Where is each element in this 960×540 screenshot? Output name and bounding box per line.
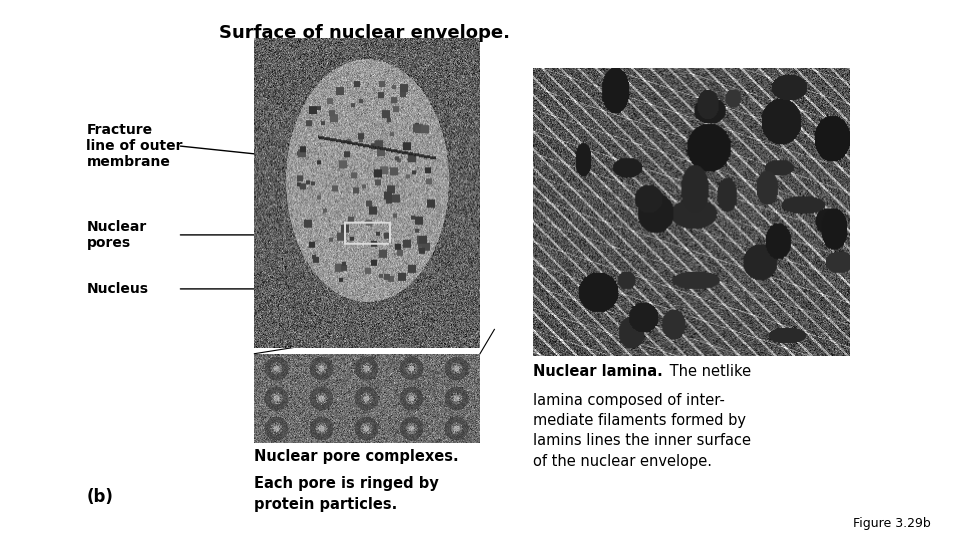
Text: Nuclear
pores: Nuclear pores	[86, 220, 147, 250]
Text: lamina composed of inter-
mediate filaments formed by
lamins lines the inner sur: lamina composed of inter- mediate filame…	[533, 393, 751, 469]
Text: Nucleus: Nucleus	[86, 282, 149, 296]
Text: Each pore is ringed by
protein particles.: Each pore is ringed by protein particles…	[254, 476, 439, 512]
Text: Figure 3.29b: Figure 3.29b	[853, 517, 931, 530]
Text: The netlike: The netlike	[665, 364, 752, 380]
Text: Nuclear pore complexes.: Nuclear pore complexes.	[254, 449, 459, 464]
Text: Fracture
line of outer
membrane: Fracture line of outer membrane	[86, 123, 183, 169]
Text: Nuclear lamina.: Nuclear lamina.	[533, 364, 662, 380]
Text: (b): (b)	[86, 488, 113, 506]
Text: Surface of nuclear envelope.: Surface of nuclear envelope.	[219, 24, 511, 42]
